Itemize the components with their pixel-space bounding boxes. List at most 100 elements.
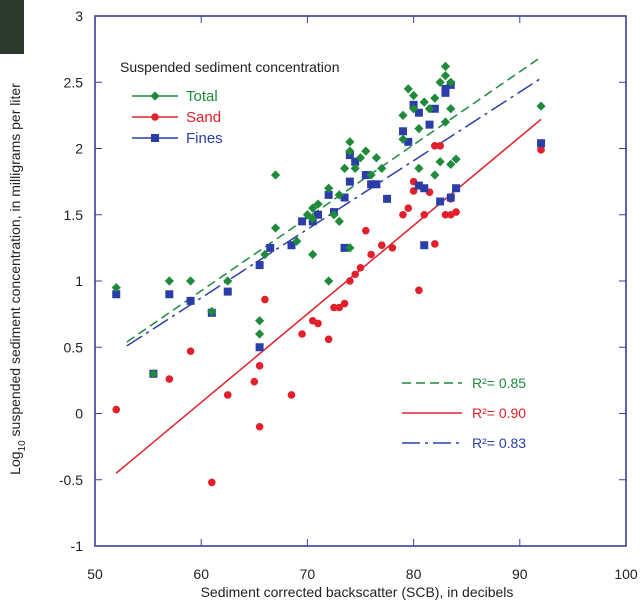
data-point-sand <box>351 270 359 279</box>
data-point-total <box>419 97 429 107</box>
legend-marker-fines <box>151 134 159 142</box>
r2-legend: R²= 0.85 R²= 0.90 R²= 0.83 <box>402 375 526 451</box>
r2-label-sand: R²= 0.90 <box>472 405 526 421</box>
data-point-fines <box>420 241 429 250</box>
data-point-sand <box>335 303 344 312</box>
y-tick-label: 1 <box>75 273 83 289</box>
legend-label-fines: Fines <box>186 130 223 147</box>
data-point-fines <box>404 137 413 146</box>
data-point-total <box>302 210 312 220</box>
x-tick-label: 90 <box>512 566 528 582</box>
data-point-sand <box>314 319 322 328</box>
data-point-sand <box>356 263 365 272</box>
data-point-total <box>308 214 318 224</box>
data-point-total <box>270 170 281 180</box>
data-point-sand <box>537 146 545 154</box>
data-point-total <box>446 104 456 114</box>
data-point-fines <box>165 290 174 299</box>
data-point-total <box>366 170 376 180</box>
data-point-total <box>339 163 350 173</box>
data-point-total <box>398 134 408 144</box>
y-tick-label: 3 <box>75 8 83 24</box>
data-point-total <box>440 61 451 71</box>
data-point-sand <box>436 142 444 150</box>
data-point-sand <box>112 405 121 414</box>
data-point-total <box>334 190 344 200</box>
data-point-fines <box>420 184 429 193</box>
data-point-total <box>324 276 334 286</box>
data-point-sand <box>165 375 174 383</box>
data-point-fines <box>441 84 450 93</box>
data-point-total <box>223 276 233 286</box>
data-point-total <box>361 146 371 156</box>
data-point-fines <box>414 108 423 117</box>
fit-line-fines <box>126 77 542 347</box>
data-point-fines <box>314 210 323 219</box>
y-tick-label: 2.5 <box>64 74 84 90</box>
data-point-total <box>255 316 265 326</box>
data-point-sand <box>298 330 306 338</box>
data-point-total <box>403 84 413 94</box>
data-point-fines <box>266 243 275 252</box>
data-point-total <box>111 283 121 293</box>
data-point-total <box>409 90 419 101</box>
y-axis-label-rest: suspended sediment concentration, in mil… <box>7 83 23 441</box>
data-point-sand <box>420 210 429 219</box>
data-point-total <box>424 104 435 114</box>
data-point-total <box>414 163 424 173</box>
data-point-fines <box>345 177 354 186</box>
data-point-total <box>324 183 334 193</box>
data-point-fines <box>351 157 360 166</box>
data-point-total <box>308 249 318 260</box>
data-point-sand <box>377 241 386 250</box>
data-point-sand <box>223 391 232 399</box>
data-point-total <box>313 199 323 209</box>
data-point-sand <box>287 391 296 399</box>
data-point-total <box>329 210 339 220</box>
plot-layer: 50 60 70 80 90 100 -1 -0.5 0 0.5 1 1.5 2 2.5 3 <box>59 8 638 582</box>
y-axis-label: Log10 suspended sediment concentration, … <box>7 83 28 475</box>
data-point-fines <box>398 127 407 136</box>
data-point-sand <box>404 204 413 212</box>
legend-label-sand: Sand <box>186 109 221 126</box>
data-point-fines <box>324 190 333 199</box>
data-point-sand <box>446 210 455 219</box>
data-point-sand <box>330 303 338 312</box>
data-point-total <box>148 369 159 379</box>
data-point-fines <box>340 193 349 202</box>
data-point-sand <box>399 210 407 219</box>
x-tick-label: 80 <box>406 566 422 582</box>
data-point-total <box>409 104 419 114</box>
data-point-sand <box>431 240 439 248</box>
data-point-sand <box>367 250 375 259</box>
data-point-fines <box>186 296 195 305</box>
fit-line-sand <box>115 118 542 474</box>
data-point-total <box>334 216 344 226</box>
data-point-sand <box>441 210 450 219</box>
data-point-total <box>414 124 424 134</box>
data-point-fines <box>430 104 439 113</box>
data-point-sand <box>388 244 397 252</box>
data-point-sand <box>324 335 333 344</box>
data-point-fines <box>425 120 434 129</box>
y-axis-label-subscript: 10 <box>17 440 28 452</box>
data-point-total <box>398 110 408 120</box>
data-point-total <box>207 306 217 317</box>
data-point-sand <box>186 347 195 356</box>
data-point-fines <box>537 139 546 148</box>
y-tick-label: -0.5 <box>59 472 83 488</box>
data-point-total <box>440 71 451 81</box>
data-point-fines <box>414 181 423 190</box>
data-point-total <box>345 243 355 253</box>
data-point-total <box>164 276 174 286</box>
data-point-total <box>270 223 281 233</box>
data-point-total <box>371 153 382 163</box>
y-tick-label: -1 <box>71 538 84 554</box>
data-point-fines <box>383 194 392 203</box>
data-point-total <box>536 101 546 111</box>
data-point-sand <box>255 422 264 431</box>
data-point-total <box>345 146 355 156</box>
y-tick-label: 2 <box>75 141 83 157</box>
legend: Suspended sediment concentration Total Sa… <box>120 59 339 147</box>
data-point-fines <box>223 287 232 296</box>
